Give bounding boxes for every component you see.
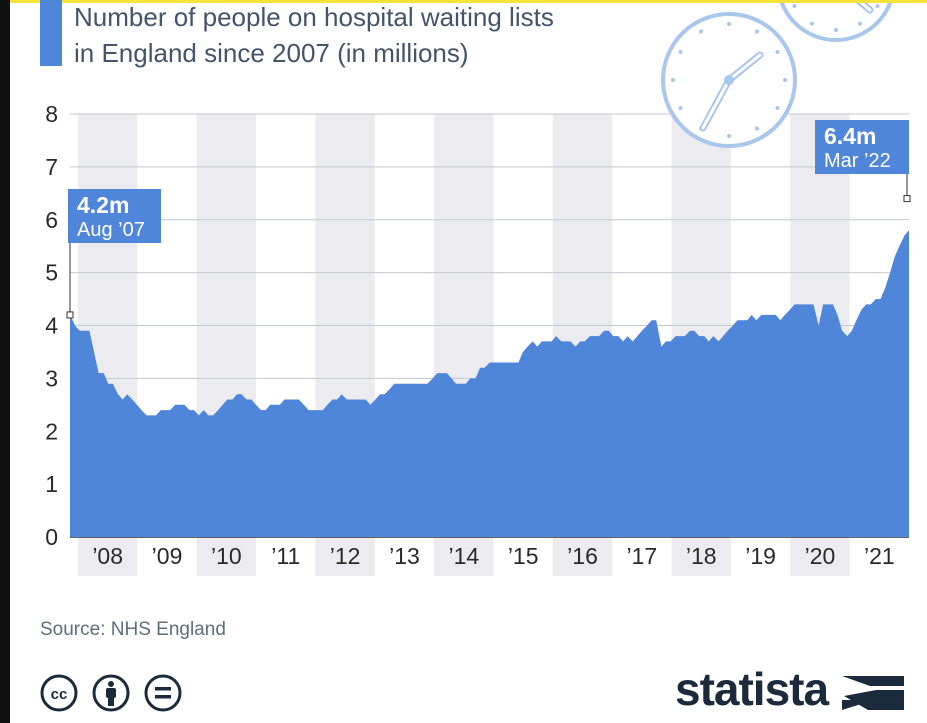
y-tick-label: 5 [45, 260, 58, 286]
x-tick-label: ’12 [330, 543, 361, 569]
x-tick-label: ’16 [567, 543, 598, 569]
x-tick-label: ’09 [152, 543, 183, 569]
x-tick-label: ’14 [448, 543, 479, 569]
attribution-icon[interactable] [92, 674, 130, 712]
y-tick-label: 0 [45, 524, 58, 550]
x-tick-label: ’11 [271, 543, 300, 569]
y-tick-label: 2 [45, 418, 58, 444]
statista-logo-icon [842, 676, 904, 710]
chart-title-line-1: Number of people on hospital waiting lis… [74, 2, 554, 32]
x-axis: ’08 ’09 ’10 ’11 ’12 ’13 ’14 ’15 ’16 ’17 ’18 ’19 ’20 ’… [92, 543, 894, 569]
clock-illustration [661, 0, 894, 148]
title-swatch [40, 0, 62, 66]
statista-brand[interactable]: statista [675, 662, 915, 720]
y-tick-label: 7 [45, 154, 58, 180]
cc-icon[interactable]: cc [40, 674, 78, 712]
annotation-value: 4.2m [77, 192, 129, 218]
x-tick-label: ’15 [508, 543, 539, 569]
clock-icon [661, 12, 797, 148]
y-axis: 0 1 2 3 4 5 6 7 8 [45, 101, 58, 550]
annotation-value: 6.4m [824, 123, 876, 149]
x-tick-label: ’21 [864, 543, 895, 569]
license-icons[interactable]: cc [40, 673, 210, 713]
y-tick-label: 4 [45, 313, 58, 339]
annotation-box [815, 120, 909, 174]
annotation-date: Aug ’07 [77, 219, 145, 241]
svg-text:cc: cc [51, 686, 68, 703]
x-tick-label: ’17 [627, 543, 658, 569]
y-tick-label: 8 [45, 101, 58, 127]
annotation-date: Mar ’22 [824, 150, 891, 172]
x-tick-label: ’20 [805, 543, 836, 569]
annotation-marker [66, 311, 74, 319]
x-tick-label: ’19 [745, 543, 776, 569]
x-tick-label: ’08 [92, 543, 123, 569]
y-tick-label: 1 [45, 471, 58, 497]
source-note: Source: NHS England [40, 619, 226, 640]
clock-icon [778, 0, 894, 42]
annotation-box [68, 189, 161, 243]
x-tick-label: ’13 [389, 543, 420, 569]
x-tick-label: ’18 [686, 543, 717, 569]
y-tick-label: 3 [45, 365, 58, 391]
x-tick-label: ’10 [211, 543, 242, 569]
chart-title-line-2: in England since 2007 (in millions) [74, 38, 469, 68]
statista-wordmark: statista [675, 663, 829, 715]
top-accent-bar [0, 0, 927, 3]
left-edge [0, 0, 10, 723]
waiting-list-area [70, 198, 909, 537]
no-derivatives-icon[interactable] [144, 674, 182, 712]
annotation-marker [903, 195, 911, 203]
y-tick-label: 6 [45, 207, 58, 233]
